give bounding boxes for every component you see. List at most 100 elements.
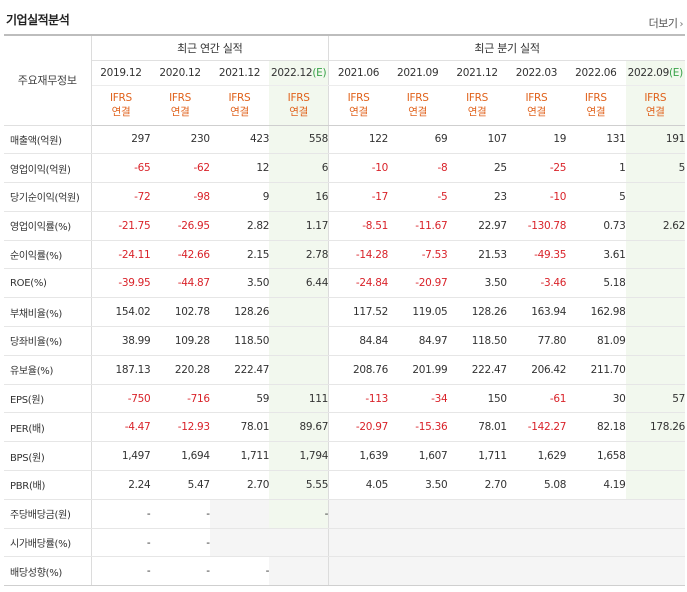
- table-cell: -20.97: [328, 412, 388, 443]
- more-link-label: 더보기: [648, 17, 678, 30]
- table-cell: [328, 556, 388, 587]
- section-header: 기업실적분석 더보기 ›: [0, 0, 687, 34]
- table-cell: -4.47: [91, 412, 151, 443]
- table-cell: -49.35: [506, 240, 566, 270]
- accounting-standard: IFRS 연결: [625, 85, 685, 126]
- table-cell: 16: [269, 182, 330, 212]
- period-label: 2022.09: [627, 66, 670, 79]
- table-cell: 1,711: [209, 441, 269, 472]
- table-cell: [566, 498, 626, 529]
- table-cell: -44.87: [150, 268, 210, 299]
- table-cell: 187.13: [91, 355, 151, 385]
- estimate-badge: (E): [312, 66, 327, 79]
- table-cell: -14.28: [328, 240, 388, 270]
- table-cell: -98: [150, 182, 210, 212]
- table-cell: 84.97: [387, 326, 448, 356]
- table-row: 배당성향(%) - - -: [4, 556, 685, 587]
- table-cell: [269, 355, 330, 385]
- standard-scope: 연결: [467, 106, 487, 118]
- table-row: 유보율(%) 187.13 220.28 222.47 208.76 201.99 222.…: [4, 355, 685, 385]
- table-cell: 102.78: [150, 297, 210, 328]
- table-cell: -10: [506, 182, 566, 212]
- table-cell: 4.05: [328, 470, 388, 500]
- table-cell: [566, 556, 626, 587]
- period-header: 2021.12: [447, 60, 507, 86]
- table-cell: 19: [506, 124, 566, 155]
- table-row: 매출액(억원) 297 230 423 558 122 69 107 19 131 191: [4, 124, 685, 155]
- period-label: 2022.12: [270, 66, 313, 79]
- table-cell: 3.50: [209, 268, 269, 299]
- accounting-standard: IFRS 연결: [328, 85, 388, 126]
- standard-scope: 연결: [170, 106, 190, 118]
- table-cell: 109.28: [150, 326, 210, 356]
- table-cell: -20.97: [387, 268, 448, 299]
- table-cell: -11.67: [387, 210, 448, 241]
- row-label: PER(배): [4, 412, 92, 443]
- table-cell: [625, 556, 685, 587]
- table-cell: -142.27: [506, 412, 566, 443]
- accounting-standard: IFRS 연결: [91, 85, 151, 126]
- table-row: 영업이익(억원) -65 -62 12 6 -10 -8 25 -25 1 5: [4, 153, 685, 184]
- table-cell: 1,694: [150, 441, 210, 472]
- table-cell: -61: [506, 383, 566, 414]
- table-cell: [209, 528, 270, 558]
- table-cell: 117.52: [328, 297, 388, 328]
- row-label: 시가배당률(%): [4, 528, 92, 558]
- table-row: 부채비율(%) 154.02 102.78 128.26 117.52 119.05 128…: [4, 297, 685, 328]
- table-cell: -72: [91, 182, 151, 212]
- table-cell: -7.53: [387, 240, 448, 270]
- table-cell: [209, 498, 270, 529]
- table-cell: [387, 528, 448, 558]
- standard-scope: 연결: [408, 106, 428, 118]
- table-row: 주당배당금(원) - - -: [4, 498, 685, 529]
- standard-name: IFRS: [644, 92, 667, 104]
- row-label: 순이익률(%): [4, 240, 92, 270]
- table-cell: 12: [209, 153, 269, 184]
- table-cell: [387, 498, 448, 529]
- table-cell: 9: [209, 182, 269, 212]
- standard-name: IFRS: [406, 92, 429, 104]
- table-cell: 1,658: [566, 441, 626, 472]
- table-cell: [328, 528, 388, 558]
- period-header: 2019.12: [91, 60, 151, 86]
- row-label: 당기순이익(억원): [4, 182, 92, 212]
- table-cell: 23: [447, 182, 507, 212]
- table-row: 시가배당률(%) - -: [4, 528, 685, 558]
- table-cell: -15.36: [387, 412, 448, 443]
- table-cell: [566, 528, 626, 558]
- standard-scope: 연결: [586, 106, 606, 118]
- period-label: 2021.12: [218, 66, 261, 79]
- table-cell: 178.26: [625, 412, 685, 443]
- more-link[interactable]: 더보기 ›: [648, 15, 684, 31]
- table-cell: 4.19: [566, 470, 626, 500]
- table-cell: 118.50: [447, 326, 507, 356]
- accounting-standard: IFRS 연결: [566, 85, 626, 126]
- table-cell: -10: [328, 153, 388, 184]
- section-title: 기업실적분석: [6, 13, 70, 27]
- table-cell: 1,629: [506, 441, 566, 472]
- table-row: BPS(원) 1,497 1,694 1,711 1,794 1,639 1,607 1,71…: [4, 441, 685, 472]
- table-cell: -: [269, 498, 330, 529]
- row-label: 매출액(억원): [4, 124, 92, 155]
- table-cell: 3.61: [566, 240, 626, 270]
- table-cell: [387, 556, 448, 587]
- table-cell: [447, 556, 507, 587]
- table-cell: 208.76: [328, 355, 388, 385]
- standard-scope: 연결: [645, 106, 665, 118]
- table-cell: [447, 528, 507, 558]
- table-cell: 222.47: [447, 355, 507, 385]
- table-cell: 201.99: [387, 355, 448, 385]
- table-cell: -5: [387, 182, 448, 212]
- table-row: ROE(%) -39.95 -44.87 3.50 6.44 -24.84 -20.97 3.…: [4, 268, 685, 299]
- row-label: ROE(%): [4, 268, 92, 299]
- standard-name: IFRS: [525, 92, 548, 104]
- table-cell: 5.55: [269, 470, 330, 500]
- period-header: 2022.03: [506, 60, 567, 86]
- table-cell: 22.97: [447, 210, 507, 241]
- row-label: 주당배당금(원): [4, 498, 92, 529]
- table-cell: -42.66: [150, 240, 210, 270]
- table-cell: [625, 441, 685, 472]
- period-header: 2020.12: [150, 60, 210, 86]
- group-header-quarter: 최근 분기 실적: [328, 34, 685, 61]
- table-cell: [625, 268, 685, 299]
